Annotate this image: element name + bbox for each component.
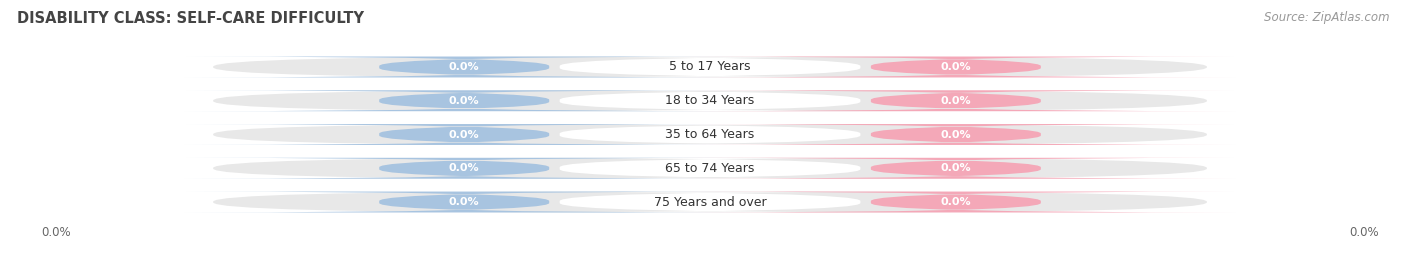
FancyBboxPatch shape — [675, 192, 1237, 213]
Text: 0.0%: 0.0% — [941, 197, 972, 207]
FancyBboxPatch shape — [495, 90, 925, 111]
FancyBboxPatch shape — [214, 158, 1206, 179]
FancyBboxPatch shape — [183, 192, 745, 213]
FancyBboxPatch shape — [675, 90, 1237, 111]
FancyBboxPatch shape — [495, 124, 925, 145]
Text: 65 to 74 Years: 65 to 74 Years — [665, 162, 755, 175]
FancyBboxPatch shape — [183, 90, 745, 111]
Text: 0.0%: 0.0% — [449, 96, 479, 106]
FancyBboxPatch shape — [183, 56, 745, 77]
FancyBboxPatch shape — [675, 124, 1237, 145]
FancyBboxPatch shape — [183, 124, 745, 145]
FancyBboxPatch shape — [214, 192, 1206, 213]
Text: 75 Years and over: 75 Years and over — [654, 196, 766, 208]
Text: 0.0%: 0.0% — [449, 62, 479, 72]
Text: 0.0%: 0.0% — [941, 163, 972, 173]
FancyBboxPatch shape — [183, 158, 745, 179]
FancyBboxPatch shape — [495, 158, 925, 179]
FancyBboxPatch shape — [214, 56, 1206, 77]
FancyBboxPatch shape — [675, 158, 1237, 179]
Text: 35 to 64 Years: 35 to 64 Years — [665, 128, 755, 141]
FancyBboxPatch shape — [675, 56, 1237, 77]
FancyBboxPatch shape — [214, 90, 1206, 111]
Text: 18 to 34 Years: 18 to 34 Years — [665, 94, 755, 107]
FancyBboxPatch shape — [495, 56, 925, 77]
Text: 0.0%: 0.0% — [449, 197, 479, 207]
Text: 0.0%: 0.0% — [941, 96, 972, 106]
Text: 0.0%: 0.0% — [449, 129, 479, 140]
Text: 0.0%: 0.0% — [449, 163, 479, 173]
Text: Source: ZipAtlas.com: Source: ZipAtlas.com — [1264, 11, 1389, 24]
FancyBboxPatch shape — [495, 192, 925, 213]
FancyBboxPatch shape — [214, 124, 1206, 145]
Text: 5 to 17 Years: 5 to 17 Years — [669, 61, 751, 73]
Text: DISABILITY CLASS: SELF-CARE DIFFICULTY: DISABILITY CLASS: SELF-CARE DIFFICULTY — [17, 11, 364, 26]
Text: 0.0%: 0.0% — [941, 129, 972, 140]
Text: 0.0%: 0.0% — [941, 62, 972, 72]
